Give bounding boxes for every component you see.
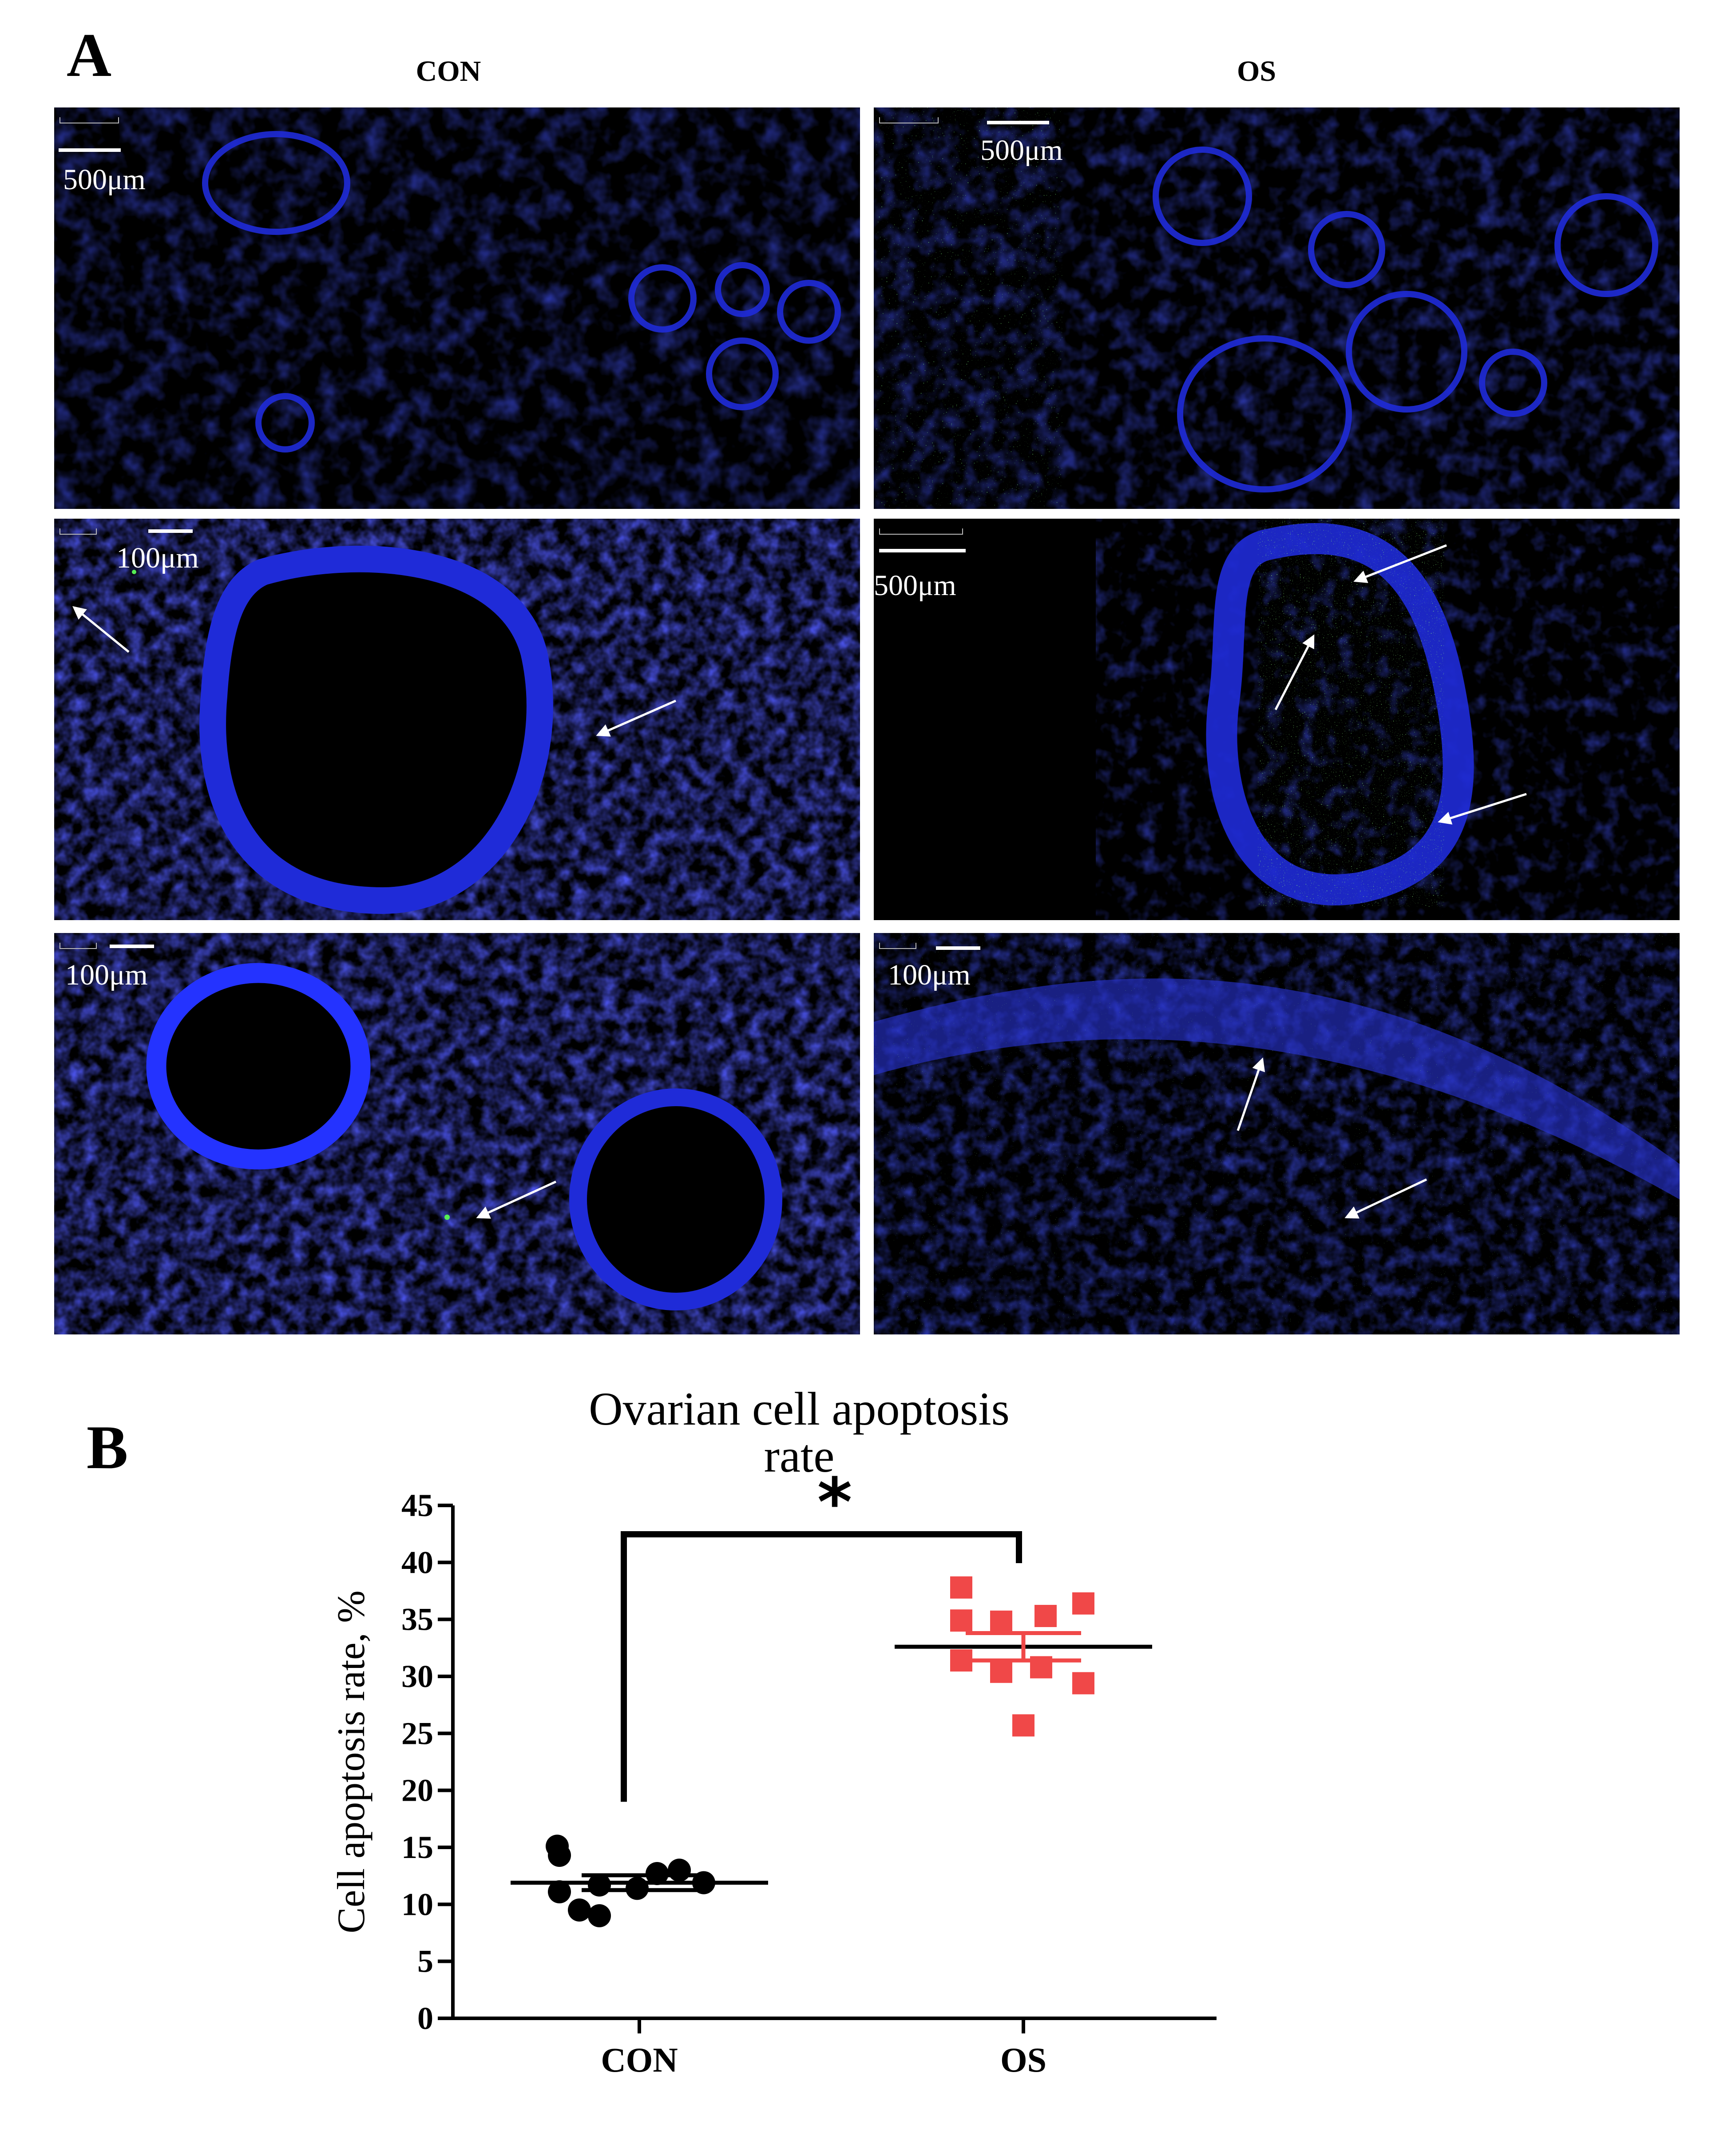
- scale-bar-label: 100μm: [116, 542, 199, 574]
- y-tick-label: 15: [401, 1830, 433, 1865]
- data-point-con: [668, 1858, 691, 1882]
- y-tick-label: 10: [401, 1886, 433, 1922]
- panel-a-letter: A: [67, 21, 112, 90]
- micrograph-con-row3: 100μm: [54, 933, 860, 1334]
- micrograph-os-row2: 500μm: [874, 519, 1680, 920]
- scale-bar-mini: [59, 943, 97, 949]
- y-tick-label: 5: [417, 1944, 433, 1979]
- scale-bar-label: 500μm: [980, 134, 1063, 167]
- significance-label: *: [817, 1464, 852, 1541]
- y-tick-label: 45: [401, 1488, 433, 1523]
- column-header-os: OS: [1237, 55, 1276, 87]
- data-point-os: [990, 1610, 1012, 1633]
- x-tick-label-con: CON: [601, 2041, 678, 2079]
- scale-bar-mini: [879, 943, 916, 949]
- micrograph-con-row2: 100μm: [54, 519, 860, 920]
- tissue-texture: [54, 107, 860, 509]
- y-tick-label: 20: [401, 1773, 433, 1808]
- scale-bar-mini: [59, 117, 119, 123]
- scale-bar: [987, 121, 1049, 124]
- data-point-con: [546, 1834, 569, 1858]
- scale-bar: [936, 946, 980, 950]
- micrograph-con-row1: 500μm: [54, 107, 860, 509]
- y-tick-label: 0: [417, 2001, 433, 2036]
- data-point-os: [1034, 1604, 1057, 1627]
- scale-bar-mini: [59, 528, 97, 535]
- y-tick-label: 25: [401, 1715, 433, 1751]
- data-point-con: [568, 1898, 591, 1922]
- y-axis-label: Cell apoptosis rate, %: [330, 1590, 373, 1933]
- tissue-texture: [1096, 519, 1680, 920]
- micrograph-os-row1: 500μm: [874, 107, 1680, 509]
- x-tick-label-os: OS: [1000, 2041, 1046, 2079]
- tissue-texture: [874, 107, 1680, 509]
- tissue-texture: [874, 933, 1680, 1334]
- scale-bar-label: 100μm: [888, 959, 971, 991]
- y-tick-label: 30: [401, 1659, 433, 1694]
- significance-bracket: [621, 1531, 1022, 1802]
- scale-bar-label: 500μm: [63, 163, 146, 196]
- data-point-os: [950, 1576, 972, 1599]
- tissue-texture: [54, 933, 860, 1334]
- data-point-os: [950, 1609, 972, 1632]
- data-point-con: [548, 1880, 571, 1904]
- data-point-con: [588, 1904, 611, 1927]
- scale-bar-label: 100μm: [65, 959, 148, 991]
- chart-title: Ovarian cell apoptosis rate: [589, 1383, 1010, 1482]
- micrograph-os-row3: 100μm: [874, 933, 1680, 1334]
- scale-bar-mini: [879, 117, 939, 123]
- y-tick-label: 35: [401, 1602, 433, 1637]
- scale-bar: [879, 549, 966, 552]
- tissue-texture: [54, 519, 860, 920]
- column-header-con: CON: [416, 55, 481, 87]
- scale-bar: [59, 148, 121, 152]
- data-point-os: [990, 1660, 1012, 1683]
- data-point-os: [1072, 1672, 1094, 1695]
- panel-b-letter: B: [87, 1413, 128, 1482]
- data-point-os: [1072, 1592, 1094, 1615]
- data-point-os: [1012, 1714, 1034, 1737]
- scale-bar: [148, 529, 193, 533]
- scale-bar: [110, 945, 154, 948]
- y-tick-label: 40: [401, 1544, 433, 1580]
- scale-bar-label: 500μm: [874, 569, 956, 602]
- scale-bar-mini: [879, 528, 963, 535]
